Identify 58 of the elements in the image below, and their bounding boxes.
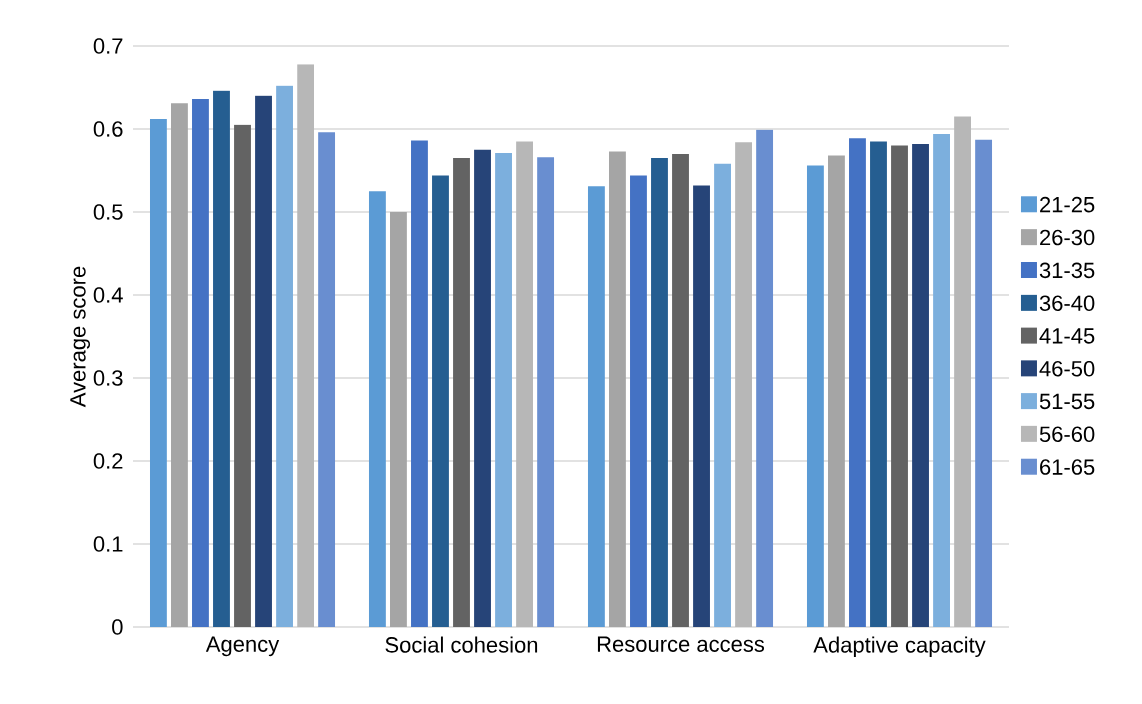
bar <box>411 140 428 627</box>
y-tick-label: 0.6 <box>93 121 123 137</box>
y-tick-label: 0.7 <box>93 38 123 54</box>
y-tick-label: 0.3 <box>93 370 123 386</box>
bar <box>276 85 293 627</box>
bar <box>912 143 929 627</box>
legend-label: 36-40 <box>1039 295 1095 312</box>
x-tick-label: Social cohesion <box>385 636 538 653</box>
bar <box>318 132 336 627</box>
bar <box>390 212 407 627</box>
bar <box>297 64 315 627</box>
bar <box>537 157 555 627</box>
bar <box>828 155 845 627</box>
bar <box>651 158 668 627</box>
bar <box>735 142 753 627</box>
x-tick-label: Agency <box>205 636 280 657</box>
legend-label: 51-55 <box>1039 393 1095 410</box>
bar <box>975 139 993 627</box>
bar <box>516 141 534 627</box>
bar <box>609 151 626 627</box>
y-tick-label: 0.1 <box>93 536 123 552</box>
bar <box>453 158 470 627</box>
bar <box>474 149 491 627</box>
bar <box>630 175 647 627</box>
bar <box>954 116 972 627</box>
bar <box>849 138 866 627</box>
y-tick-label: 0.4 <box>93 287 123 303</box>
legend-label: 31-35 <box>1039 262 1095 279</box>
bar <box>891 145 908 627</box>
bar <box>714 163 731 627</box>
bar <box>587 186 605 627</box>
y-tick-label: 0.2 <box>93 453 123 469</box>
legend-label: 26-30 <box>1040 229 1095 246</box>
bar <box>149 119 167 627</box>
y-tick-label: 0.5 <box>93 204 123 220</box>
bar <box>870 141 887 627</box>
bar <box>693 185 710 627</box>
x-tick-label: Resource access <box>597 636 765 652</box>
legend-label: 21-25 <box>1040 196 1095 213</box>
bar <box>672 153 689 627</box>
bar <box>368 191 386 627</box>
bar <box>806 165 824 627</box>
x-tick-label: Adaptive capacity <box>813 636 986 658</box>
bar <box>495 153 512 627</box>
bar <box>933 133 950 627</box>
bar <box>192 99 209 627</box>
bar <box>432 175 449 627</box>
y-tick-label: 0 <box>112 619 123 635</box>
bar <box>234 124 251 627</box>
bar <box>171 103 188 627</box>
bar <box>255 95 272 627</box>
legend-label: 46-50 <box>1039 360 1095 377</box>
bar <box>756 129 774 627</box>
y-axis-title: Average score <box>70 266 91 408</box>
legend-label: 61-65 <box>1040 459 1095 475</box>
bar <box>213 90 230 627</box>
legend-label: 41-45 <box>1039 328 1095 344</box>
legend-label: 56-60 <box>1039 426 1095 443</box>
